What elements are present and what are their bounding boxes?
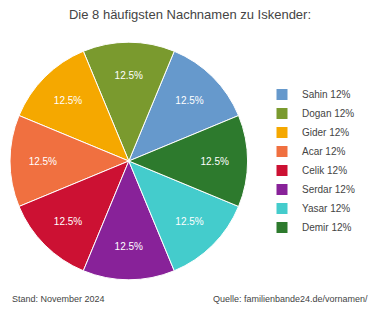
svg-text:Stand: November 2024: Stand: November 2024 — [12, 294, 105, 304]
svg-text:Serdar 12%: Serdar 12% — [302, 184, 355, 195]
svg-text:12.5%: 12.5% — [175, 216, 203, 227]
svg-text:Gider 12%: Gider 12% — [302, 127, 349, 138]
svg-text:Dogan 12%: Dogan 12% — [302, 108, 354, 119]
svg-text:Celik 12%: Celik 12% — [302, 165, 347, 176]
svg-text:12.5%: 12.5% — [54, 216, 82, 227]
svg-text:Die 8 häufigsten Nachnamen zu: Die 8 häufigsten Nachnamen zu Iskender: — [69, 7, 311, 22]
svg-text:12.5%: 12.5% — [115, 241, 143, 252]
svg-text:Demir 12%: Demir 12% — [302, 222, 352, 233]
svg-text:12.5%: 12.5% — [200, 156, 228, 167]
svg-text:12.5%: 12.5% — [175, 95, 203, 106]
svg-text:Acar 12%: Acar 12% — [302, 146, 345, 157]
svg-text:12.5%: 12.5% — [115, 70, 143, 81]
svg-text:Quelle: familienbande24.de/vor: Quelle: familienbande24.de/vornamen/ — [213, 294, 368, 304]
svg-text:Yasar 12%: Yasar 12% — [302, 203, 350, 214]
svg-text:12.5%: 12.5% — [29, 156, 57, 167]
svg-text:Sahin 12%: Sahin 12% — [302, 89, 350, 100]
svg-text:12.5%: 12.5% — [54, 95, 82, 106]
